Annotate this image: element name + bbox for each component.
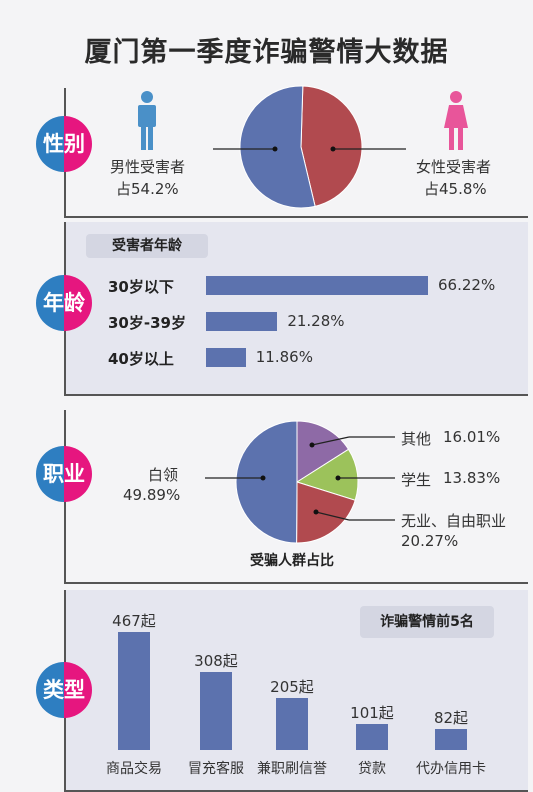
unemployed-leader-line (315, 511, 350, 521)
pie-slice-male (239, 85, 316, 209)
type-bar (276, 698, 308, 750)
other-leader-dot (309, 442, 315, 448)
type-bar (118, 632, 150, 750)
male-icon (138, 91, 156, 150)
female-label: 女性受害者 (416, 158, 492, 176)
age-category-label: 30岁以下 (108, 278, 174, 296)
type-value-label: 101起 (350, 704, 394, 723)
type-value-label: 308起 (194, 652, 238, 671)
age-category-label: 40岁以上 (108, 350, 174, 368)
age-category-label: 30岁-39岁 (108, 314, 186, 332)
pie-slice-other (296, 420, 350, 483)
type-category-label: 商品交易 (106, 761, 162, 777)
whitecollar-value: 49.89% (123, 486, 181, 504)
type-bar (200, 672, 232, 750)
female-value: 占45.8% (424, 180, 487, 198)
age-header: 受害者年龄 (86, 234, 208, 258)
student-value: 13.83% (443, 469, 501, 487)
unemployed-name: 无业、自由职业 (401, 512, 507, 530)
student-name: 学生 (401, 471, 432, 489)
age-bar (206, 348, 246, 367)
male-label: 男性受害者 (110, 158, 186, 176)
whitecollar-name: 白领 (148, 466, 179, 484)
age-value-label: 66.22% (438, 276, 496, 294)
type-value-label: 82起 (433, 709, 469, 728)
pie-slice-whitecollar (235, 420, 298, 544)
age-bar (206, 312, 278, 331)
type-bar (435, 729, 467, 750)
pie-slice-unemployed (296, 481, 356, 544)
type-value-label: 467起 (112, 612, 156, 630)
type-category-label: 代办信用卡 (416, 761, 486, 777)
badge-occupation: 职业 (36, 446, 92, 502)
unemployed-value: 20.27% (401, 532, 459, 550)
student-leader-dot (335, 475, 341, 481)
age-bar (206, 276, 428, 295)
badge-age: 年龄 (36, 275, 92, 331)
type-category-label: 冒充客服 (188, 761, 244, 777)
other-leader-line (311, 436, 350, 446)
type-bar (356, 724, 388, 750)
age-value-label: 11.86% (255, 348, 313, 366)
female-leader-dot (330, 146, 336, 152)
type-header: 诈骗警情前5名 (360, 606, 494, 638)
badge-gender: 性别 (36, 116, 92, 172)
age-value-label: 21.28% (287, 312, 345, 330)
male-value: 占54.2% (116, 180, 179, 198)
pie-slice-student (295, 448, 359, 501)
occupation-caption: 受骗人群占比 (250, 553, 334, 569)
badge-type: 类型 (36, 662, 92, 718)
pie-slice-female (300, 85, 363, 207)
unemployed-leader-dot (313, 509, 319, 515)
whitecollar-leader-dot (260, 475, 266, 481)
page-title: 厦门第一季度诈骗警情大数据 (84, 37, 449, 68)
other-value: 16.01% (443, 428, 501, 446)
male-leader-dot (272, 146, 278, 152)
female-icon (444, 91, 468, 150)
type-value-label: 205起 (270, 678, 314, 697)
type-category-label: 贷款 (358, 761, 386, 777)
type-category-label: 兼职刷信誉 (257, 761, 327, 777)
other-name: 其他 (401, 430, 432, 448)
